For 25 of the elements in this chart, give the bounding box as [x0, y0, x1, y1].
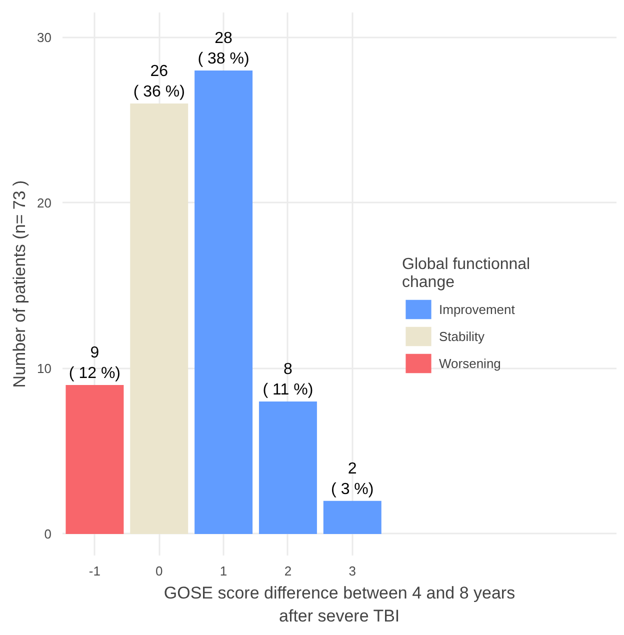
bar: [130, 104, 188, 534]
y-tick-label: 30: [37, 30, 52, 45]
legend-title: Global functionnal change: [402, 256, 530, 292]
x-tick-label: 2: [284, 564, 292, 578]
data-label: 28 ( 38 %): [198, 30, 250, 68]
data-label: 9 ( 12 %): [68, 344, 120, 382]
bar: [323, 500, 382, 534]
x-axis-title: GOSE score difference between 4 and 8 years after severe TBI: [164, 584, 516, 626]
data-label: 26 ( 36 %): [133, 63, 185, 101]
y-tick-label: 20: [37, 195, 52, 210]
x-tick-label: 1: [220, 564, 228, 578]
legend-label: Worsening: [439, 356, 501, 370]
data-label: 2 ( 3 %): [331, 460, 374, 498]
x-tick-label: 3: [348, 564, 356, 578]
bar: [194, 70, 253, 534]
bar: [66, 384, 124, 534]
x-tick-label: 0: [156, 564, 163, 578]
legend-label: Stability: [439, 328, 485, 344]
data-label: 8 ( 11 %): [262, 361, 314, 399]
legend-label: Improvement: [439, 302, 515, 316]
y-tick-label: 0: [44, 526, 52, 542]
x-tick-label: -1: [88, 564, 100, 578]
y-tick-label: 10: [37, 360, 52, 376]
bar: [258, 402, 317, 534]
y-axis-title: Number of patients (n= 73 ): [10, 180, 30, 388]
